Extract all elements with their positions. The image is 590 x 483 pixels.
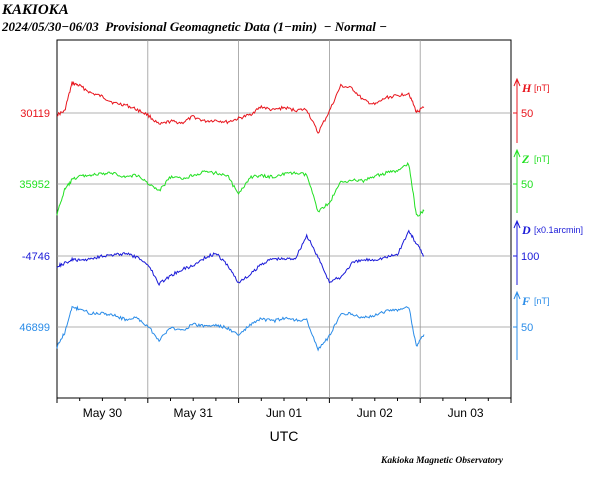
x-tick-label: Jun 02 [357, 406, 393, 420]
x-axis-label: UTC [270, 428, 299, 444]
baseline-label-z: 35952 [19, 179, 50, 191]
series-line-d [56, 229, 424, 287]
scale-arrowhead-f [513, 290, 521, 300]
baseline-label-h: 30119 [20, 108, 50, 120]
x-tick-label: Jun 01 [266, 406, 302, 420]
component-label-z: Z [521, 152, 530, 166]
chart-header: KAKIOKA 2024/05/30−06/03 Provisional Geo… [2, 2, 387, 35]
plot-frame [56, 39, 512, 399]
unit-label-h: [nT] [534, 83, 550, 93]
x-tick-label: May 31 [174, 406, 214, 420]
observatory-credit: Kakioka Magnetic Observatory [381, 456, 503, 466]
baseline-label-d: -4746 [22, 251, 50, 263]
x-tick-label: Jun 03 [448, 406, 484, 420]
unit-label-f: [nT] [534, 296, 550, 306]
scale-arrowhead-z [513, 148, 521, 158]
scale-value-z: 50 [521, 179, 533, 191]
unit-label-z: [nT] [534, 154, 550, 164]
series-line-f [56, 305, 425, 352]
scale-arrowhead-d [513, 219, 521, 229]
series-line-h [56, 80, 425, 134]
component-label-f: F [521, 294, 530, 308]
station-name: KAKIOKA [2, 2, 69, 18]
unit-label-d: [x0.1arcmin] [534, 225, 583, 235]
scale-arrowhead-h [513, 77, 521, 87]
chart-subtitle: 2024/05/30−06/03 Provisional Geomagnetic… [2, 19, 388, 34]
scale-value-f: 50 [521, 322, 533, 334]
x-tick-label: May 30 [83, 406, 123, 420]
baseline-label-f: 46899 [19, 322, 50, 334]
component-label-h: H [521, 81, 532, 95]
scale-value-h: 50 [521, 108, 533, 120]
series-line-z [56, 161, 425, 217]
scale-value-d: 100 [521, 251, 539, 263]
component-label-d: D [521, 223, 531, 237]
